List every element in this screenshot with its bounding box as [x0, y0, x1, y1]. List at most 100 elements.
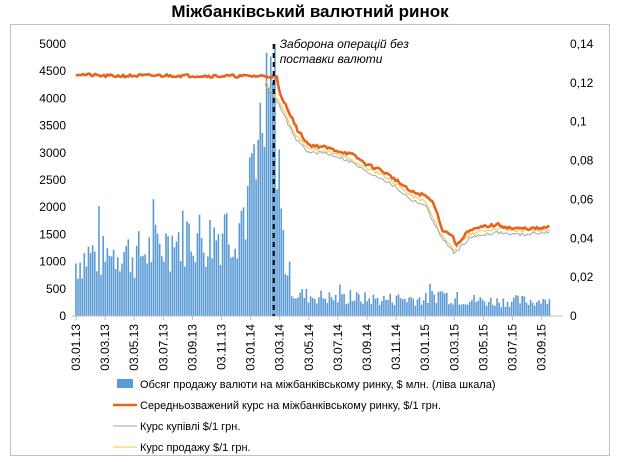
x-tick-label-9: 03.07.14: [331, 324, 345, 371]
volume-bar: [125, 246, 127, 316]
chart-frame: [10, 24, 610, 456]
volume-bar: [85, 266, 88, 316]
volume-bar: [355, 292, 358, 316]
volume-bar: [106, 248, 109, 316]
legend-label-3: Курс продажу $/1 грн.: [140, 442, 251, 454]
volume-bar: [406, 302, 408, 316]
volume-bar: [349, 289, 352, 316]
volume-bar: [462, 303, 465, 316]
volume-bar: [211, 258, 213, 316]
volume-bar: [213, 227, 215, 316]
volume-bar: [301, 289, 303, 316]
volume-bar: [158, 243, 161, 316]
volume-bar: [339, 284, 341, 316]
volume-bar: [290, 296, 293, 316]
volume-bar: [196, 233, 199, 316]
volume-bar: [322, 298, 324, 316]
volume-bar: [253, 144, 255, 316]
volume-bar: [242, 207, 245, 316]
volume-bar: [112, 249, 115, 316]
volume-bar: [525, 302, 528, 316]
x-tick-label-13: 03.03.15: [447, 324, 461, 371]
volume-bar: [395, 295, 398, 316]
volume-bar: [385, 299, 387, 316]
volume-bar: [433, 294, 435, 316]
volume-bar: [414, 305, 417, 316]
volume-bar: [311, 297, 314, 316]
volume-bar: [399, 298, 402, 316]
volume-bar: [427, 303, 429, 316]
volume-bar: [418, 297, 421, 316]
volume-bar: [485, 305, 488, 316]
volume-bar: [188, 223, 190, 316]
volume-bar: [121, 263, 123, 316]
x-tick-label-8: 03.05.14: [302, 324, 316, 371]
volume-bar: [133, 277, 136, 316]
volume-bar: [391, 302, 394, 316]
series-line-Курс-купівлі: [264, 83, 551, 255]
volume-bar: [437, 291, 440, 316]
volume-bar: [110, 256, 113, 316]
volume-bar: [448, 304, 450, 316]
volume-bar: [131, 257, 134, 316]
volume-bar: [435, 303, 438, 316]
volume-bar: [353, 300, 356, 316]
volume-bar: [297, 297, 299, 316]
volume-bar: [357, 294, 360, 316]
volume-bar: [123, 251, 125, 316]
y-right-tick-6: 0,12: [570, 76, 594, 90]
volume-bar: [445, 292, 448, 316]
volume-bar: [318, 297, 320, 316]
volume-bar: [458, 304, 461, 316]
volume-bar: [343, 293, 345, 316]
volume-bar: [397, 294, 400, 316]
volume-bar: [98, 206, 100, 316]
volume-bar: [163, 261, 165, 316]
volume-bar: [234, 248, 236, 316]
volume-bar: [186, 221, 188, 316]
volume-bar: [466, 304, 469, 316]
volume-bar: [460, 304, 463, 316]
volume-bar: [508, 306, 511, 316]
volume-bar: [450, 303, 452, 316]
volume-bar: [150, 262, 153, 316]
volume-bar: [299, 292, 301, 316]
volume-bar: [278, 149, 280, 316]
legend-label-1: Середньозважений курс на міжбанківському…: [140, 400, 441, 412]
volume-bar: [236, 258, 239, 316]
volume-bar: [464, 304, 467, 316]
volume-bar: [512, 297, 515, 316]
volume-bar: [372, 294, 375, 316]
volume-bar: [531, 302, 534, 316]
volume-bar: [368, 298, 371, 316]
volume-bar: [517, 295, 519, 316]
volume-bar: [309, 296, 312, 316]
volume-bar: [246, 185, 249, 316]
volume-bar: [404, 298, 406, 316]
y-right-tick-0: 0: [570, 309, 577, 323]
x-tick-label-2: 03.05.13: [127, 324, 141, 371]
series-line-Курс-продажу: [264, 80, 550, 252]
legend-swatch-0: [117, 379, 133, 388]
volume-bar: [527, 304, 530, 316]
volume-bar: [548, 299, 551, 316]
volume-bar: [521, 295, 523, 316]
volume-bar: [328, 292, 331, 316]
legend-label-2: Курс купівлі $/1 грн.: [140, 421, 240, 433]
volume-bar: [282, 229, 285, 316]
volume-bar: [284, 274, 287, 316]
volume-bar: [341, 294, 343, 316]
volume-bar: [77, 278, 79, 316]
x-tick-label-6: 03.01.14: [244, 324, 258, 371]
volume-bar: [87, 246, 90, 316]
volume-bar: [209, 220, 211, 316]
y-right-tick-3: 0,06: [570, 192, 594, 206]
volume-bar: [420, 304, 423, 316]
legend: Обсяг продажу валюти на міжбанківському …: [113, 379, 496, 454]
volume-bar: [81, 278, 83, 316]
volume-bar: [320, 290, 322, 316]
volume-bar: [274, 44, 276, 316]
volume-bar: [383, 295, 385, 316]
volume-bar: [137, 231, 140, 316]
volume-bar: [468, 302, 471, 316]
